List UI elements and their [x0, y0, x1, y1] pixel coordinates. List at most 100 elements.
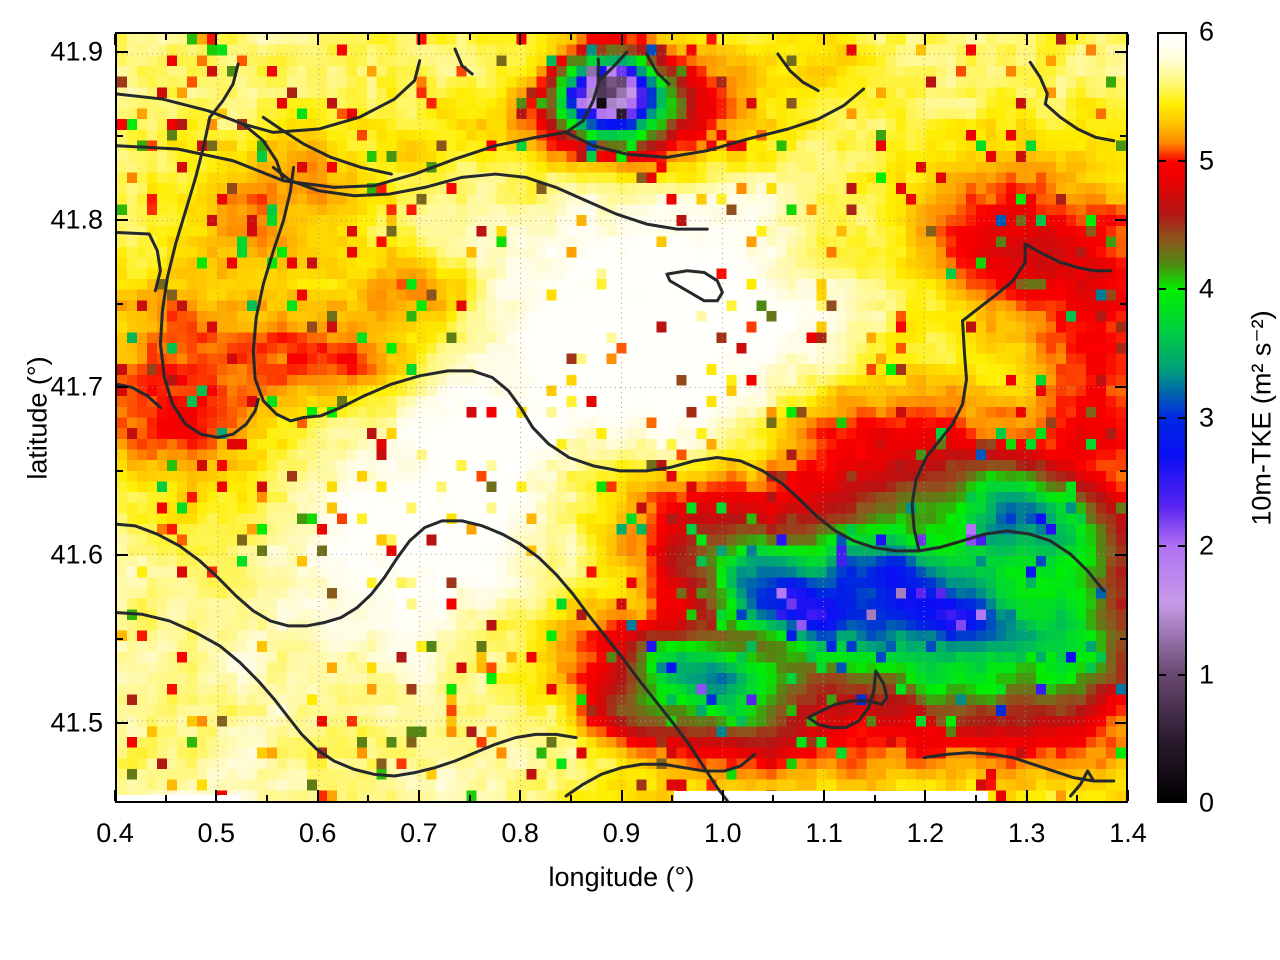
colorbar-tick-label: 3 — [1199, 402, 1215, 432]
tick-y-minor-right — [1120, 134, 1126, 137]
tick-x-major-top — [114, 34, 116, 45]
tick-x-minor-top — [975, 34, 978, 40]
tick-x-minor — [367, 795, 370, 801]
contour-line — [647, 54, 669, 84]
contour-line — [273, 167, 707, 229]
tick-x-minor — [468, 795, 471, 801]
contour-line — [566, 754, 755, 796]
data-gap-strip — [674, 791, 989, 801]
tick-x-major-top — [1025, 34, 1028, 45]
colorbar-tick-right — [1178, 288, 1187, 290]
tick-y-major-right — [1115, 721, 1126, 724]
contour-line — [394, 734, 576, 776]
y-tick-label: 41.6 — [50, 539, 103, 570]
x-tick-label: 1.3 — [1007, 818, 1046, 848]
contour-line — [160, 117, 258, 437]
contour-line — [117, 613, 394, 776]
tick-x-major — [1127, 790, 1129, 801]
tick-y-minor-right — [1120, 302, 1126, 305]
contour-line — [117, 61, 420, 133]
tick-y-major — [117, 386, 128, 389]
contour-line — [210, 64, 238, 117]
tick-x-major — [823, 790, 826, 801]
tick-y-major-right — [1115, 386, 1126, 389]
colorbar-tick-label: 0 — [1199, 787, 1215, 818]
contour-line — [876, 671, 887, 704]
colorbar-tick — [1157, 159, 1166, 162]
contour-line — [647, 457, 919, 550]
x-tick-label: 1.4 — [1109, 818, 1147, 848]
tick-x-minor — [873, 795, 876, 801]
colorbar-tick — [1157, 545, 1166, 547]
contour-line — [1030, 62, 1047, 104]
tick-x-major — [721, 790, 724, 801]
tick-x-minor-top — [873, 34, 876, 40]
x-tick-label: 0.8 — [501, 818, 539, 848]
tick-x-minor-top — [265, 34, 268, 40]
contour-line — [963, 244, 1026, 321]
colorbar-title: 10m-TKE (m² s⁻²) — [1246, 309, 1277, 526]
x-tick-label: 1.1 — [805, 818, 843, 848]
contour-line — [1071, 771, 1094, 796]
tick-x-minor-top — [772, 34, 775, 40]
tick-x-major — [519, 790, 522, 801]
tick-y-minor-right — [1120, 470, 1126, 473]
contour-line — [599, 52, 626, 80]
x-tick-label: 0.4 — [96, 818, 134, 848]
contour-line — [808, 701, 882, 718]
x-tick-label: 1.0 — [704, 818, 742, 848]
tick-x-major-top — [316, 34, 319, 45]
tick-x-major — [417, 790, 420, 801]
tick-x-major — [1025, 790, 1028, 801]
y-tick-label: 41.9 — [50, 36, 103, 67]
colorbar-tick — [1157, 416, 1166, 419]
contour-line — [117, 232, 160, 290]
contour-line — [1025, 244, 1111, 271]
tick-x-major-top — [721, 34, 724, 45]
tick-x-major-top — [924, 34, 927, 45]
contour-line — [117, 384, 160, 407]
contour-line — [778, 54, 818, 91]
tick-y-minor-right — [1120, 637, 1126, 640]
contour-line — [566, 89, 864, 157]
contour-line — [253, 167, 303, 420]
tick-y-major — [117, 218, 128, 221]
contour-lines — [117, 34, 1126, 801]
colorbar-tick-label: 6 — [1199, 16, 1215, 47]
x-tick-label: 1.2 — [906, 818, 945, 848]
tick-x-minor — [671, 795, 674, 801]
y-axis-title: latitude (°) — [22, 355, 53, 480]
tick-x-minor-top — [468, 34, 471, 40]
tick-y-major — [117, 51, 128, 54]
contour-line — [521, 544, 728, 801]
x-axis-title: longitude (°) — [548, 862, 695, 892]
colorbar-tick-right — [1178, 159, 1187, 162]
colorbar-tick-right — [1178, 545, 1187, 547]
contour-line — [912, 321, 966, 551]
x-tick-label: 0.7 — [400, 818, 438, 848]
tick-x-minor-top — [164, 34, 167, 40]
tick-y-major-right — [1115, 553, 1126, 556]
colorbar-tick — [1157, 288, 1166, 290]
tick-x-minor-top — [1076, 34, 1079, 40]
y-tick-label: 41.7 — [50, 371, 103, 402]
tick-x-major-top — [215, 34, 218, 45]
y-tick-label: 41.8 — [50, 204, 103, 235]
contour-line — [117, 59, 599, 187]
contour-line — [1045, 104, 1114, 141]
contour-line — [304, 371, 647, 471]
tick-y-minor — [117, 637, 123, 640]
contour-line — [919, 531, 1104, 591]
tick-x-major-top — [417, 34, 420, 45]
x-tick-label: 0.9 — [602, 818, 641, 848]
plot-area — [115, 32, 1128, 803]
tick-y-major-right — [1115, 218, 1126, 221]
tick-x-minor — [164, 795, 167, 801]
tick-x-minor — [975, 795, 978, 801]
tick-x-major-top — [823, 34, 826, 45]
contour-line — [808, 671, 876, 728]
contour-line — [667, 271, 722, 301]
tick-x-major — [215, 790, 218, 801]
tick-x-major — [316, 790, 319, 801]
